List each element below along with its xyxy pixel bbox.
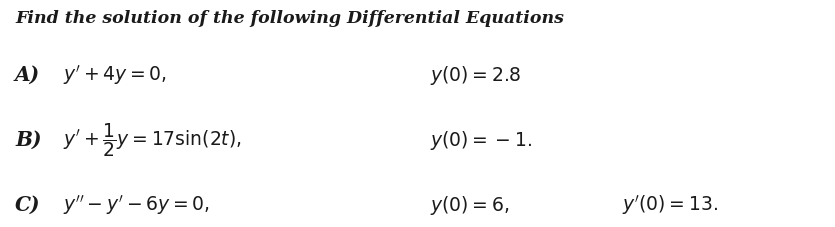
Text: B): B) [15, 130, 42, 150]
Text: A): A) [15, 65, 40, 85]
Text: $y(0)=2.8$: $y(0)=2.8$ [430, 64, 521, 86]
Text: $y(0)=-1.$: $y(0)=-1.$ [430, 128, 532, 151]
Text: $y^{\prime}+4y=0,$: $y^{\prime}+4y=0,$ [63, 63, 167, 87]
Text: $y^{\prime}(0)=13.$: $y^{\prime}(0)=13.$ [622, 192, 718, 216]
Text: Find the solution of the following Differential Equations: Find the solution of the following Diffe… [15, 10, 564, 27]
Text: C): C) [15, 194, 41, 214]
Text: $y^{\prime\prime}-y^{\prime}-6y=0,$: $y^{\prime\prime}-y^{\prime}-6y=0,$ [63, 192, 210, 216]
Text: $y^{\prime}+\dfrac{1}{2}y=17\sin(2t),$: $y^{\prime}+\dfrac{1}{2}y=17\sin(2t),$ [63, 121, 242, 158]
Text: $y(0)=6,$: $y(0)=6,$ [430, 193, 509, 216]
